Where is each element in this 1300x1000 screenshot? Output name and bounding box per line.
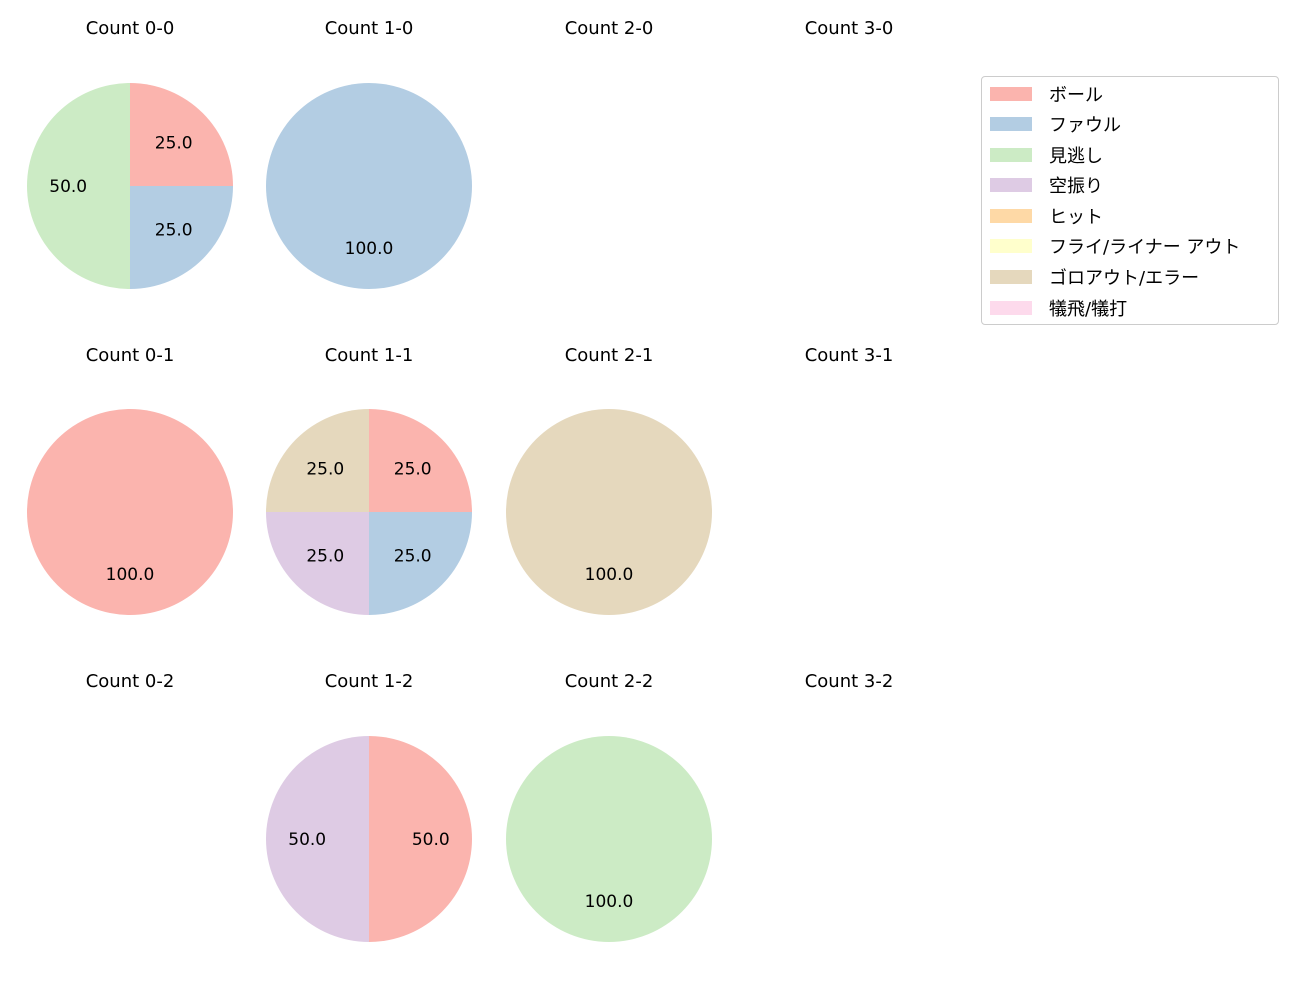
- legend-swatch: [990, 239, 1032, 253]
- slice-label: 100.0: [585, 892, 634, 912]
- legend-label: 見逃し: [1049, 146, 1103, 167]
- legend-item: 空振り: [982, 170, 1278, 198]
- subplot-title: Count 2-2: [564, 671, 654, 692]
- pie-slice: [369, 409, 472, 512]
- legend-label: ゴロアウト/エラー: [1049, 268, 1200, 289]
- slice-label: 25.0: [155, 221, 193, 241]
- pie-slice: [27, 83, 130, 289]
- pie-slice: [266, 512, 369, 615]
- legend-swatch: [990, 148, 1032, 162]
- slice-label: 50.0: [288, 830, 326, 850]
- legend-item: ボール: [982, 79, 1278, 107]
- subplot-title: Count 3-1: [804, 345, 894, 366]
- legend-label: ヒット: [1049, 207, 1103, 228]
- subplot-title: Count 1-2: [324, 671, 414, 692]
- pie-slice: [506, 409, 712, 615]
- slice-label: 25.0: [306, 547, 344, 567]
- slice-label: 50.0: [412, 830, 450, 850]
- legend-swatch: [990, 87, 1032, 101]
- legend-label: フライ/ライナー アウト: [1049, 237, 1241, 258]
- subplot-title: Count 0-0: [85, 18, 175, 39]
- pie-chart: 100.0: [266, 83, 472, 289]
- pie-chart: 25.0 25.0 25.0 25.0: [266, 409, 472, 615]
- subplot-title: Count 2-0: [564, 18, 654, 39]
- slice-label: 100.0: [345, 239, 394, 259]
- legend-item: ゴロアウト/エラー: [982, 262, 1278, 290]
- legend-label: ボール: [1049, 85, 1103, 106]
- legend-swatch: [990, 178, 1032, 192]
- legend-swatch: [990, 209, 1032, 223]
- pie-slice: [27, 409, 233, 615]
- legend-swatch: [990, 301, 1032, 315]
- pie-chart: 100.0: [27, 409, 233, 615]
- legend-item: ヒット: [982, 201, 1278, 229]
- pie-slice: [369, 736, 472, 942]
- legend-swatch: [990, 117, 1032, 131]
- pie-chart: 25.0 25.0 50.0: [27, 83, 233, 289]
- subplot-title: Count 0-1: [85, 345, 175, 366]
- slice-label: 25.0: [306, 459, 344, 479]
- pie-chart: 100.0: [506, 736, 712, 942]
- legend-swatch: [990, 270, 1032, 284]
- slice-label: 50.0: [49, 177, 87, 197]
- slice-label: 25.0: [155, 133, 193, 153]
- pie-slice: [130, 83, 233, 186]
- subplot-title: Count 0-2: [85, 671, 175, 692]
- legend-label: 犠飛/犠打: [1049, 299, 1128, 320]
- legend-item: ファウル: [982, 109, 1278, 137]
- legend-label: 空振り: [1049, 176, 1103, 197]
- legend-item: 犠飛/犠打: [982, 293, 1278, 321]
- slice-label: 25.0: [394, 547, 432, 567]
- slice-label: 100.0: [585, 565, 634, 585]
- slice-label: 100.0: [106, 565, 155, 585]
- subplot-title: Count 1-1: [324, 345, 414, 366]
- legend-label: ファウル: [1049, 115, 1121, 136]
- legend: ボール ファウル 見逃し 空振り ヒット フライ/ライナー アウト ゴロアウト/…: [981, 76, 1279, 325]
- subplot-title: Count 3-0: [804, 18, 894, 39]
- subplot-title: Count 3-2: [804, 671, 894, 692]
- pie-slice: [266, 83, 472, 289]
- subplot-title: Count 1-0: [324, 18, 414, 39]
- slice-label: 25.0: [394, 459, 432, 479]
- pie-slice: [130, 186, 233, 289]
- pie-chart: 50.0 50.0: [266, 736, 472, 942]
- subplot-title: Count 2-1: [564, 345, 654, 366]
- legend-item: フライ/ライナー アウト: [982, 231, 1278, 259]
- pie-slice: [266, 409, 369, 512]
- legend-item: 見逃し: [982, 140, 1278, 168]
- pie-slice: [506, 736, 712, 942]
- pie-slice: [369, 512, 472, 615]
- pie-chart: 100.0: [506, 409, 712, 615]
- pie-slice: [266, 736, 369, 942]
